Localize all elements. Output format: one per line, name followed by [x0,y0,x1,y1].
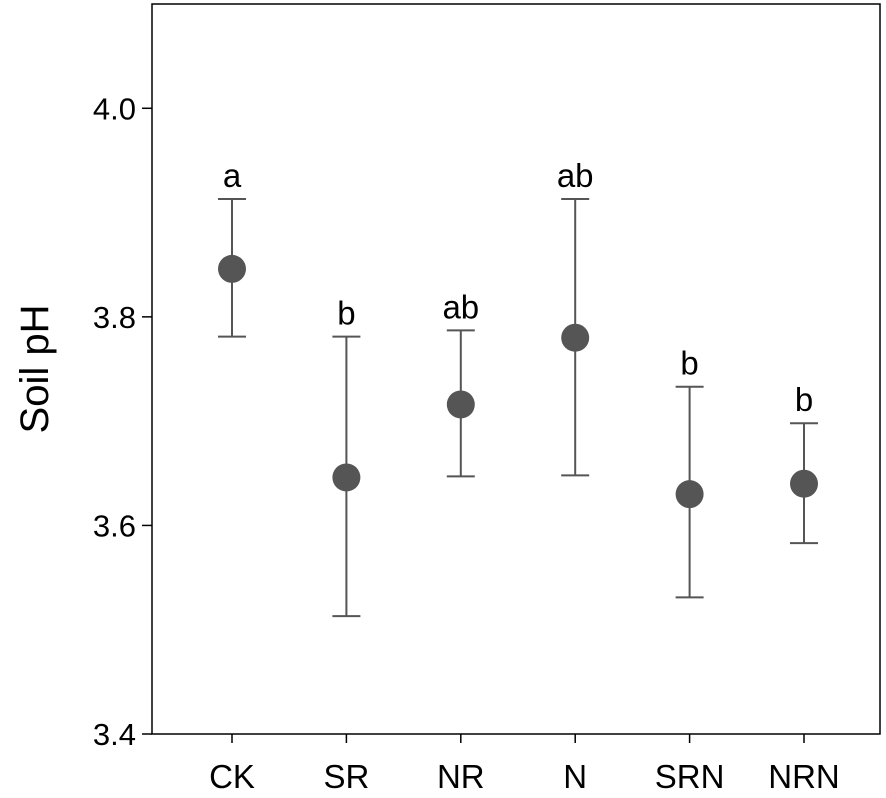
y-tick-label: 4.0 [93,91,136,126]
significance-label: b [680,345,698,382]
y-tick-label: 3.8 [93,300,136,335]
x-tick-label: NR [437,758,485,795]
error-bars [218,198,818,618]
significance-label: b [337,295,355,332]
data-point [561,323,590,352]
x-tick-label: CK [209,758,255,795]
plot-frame [151,3,881,735]
y-axis-title: Soil pH [13,305,57,434]
data-point [332,463,361,492]
x-tick-label: N [563,758,587,795]
significance-label: ab [557,157,594,194]
data-point [675,480,704,509]
significance-label: b [795,381,813,418]
x-tick-label: SR [323,758,369,795]
data-points [218,254,818,509]
x-tick-label: NRN [768,758,840,795]
significance-label: a [223,157,242,194]
significance-label: ab [442,288,479,325]
x-axis: CK SR NR N SRN NRN [209,734,840,795]
data-point [790,469,818,498]
data-point [446,390,475,419]
y-tick-label: 3.4 [93,717,136,752]
y-tick-label: 3.6 [93,508,136,543]
data-point [218,254,246,283]
x-tick-label: SRN [655,758,725,795]
y-axis: 3.4 3.6 3.8 4.0 [93,91,152,752]
